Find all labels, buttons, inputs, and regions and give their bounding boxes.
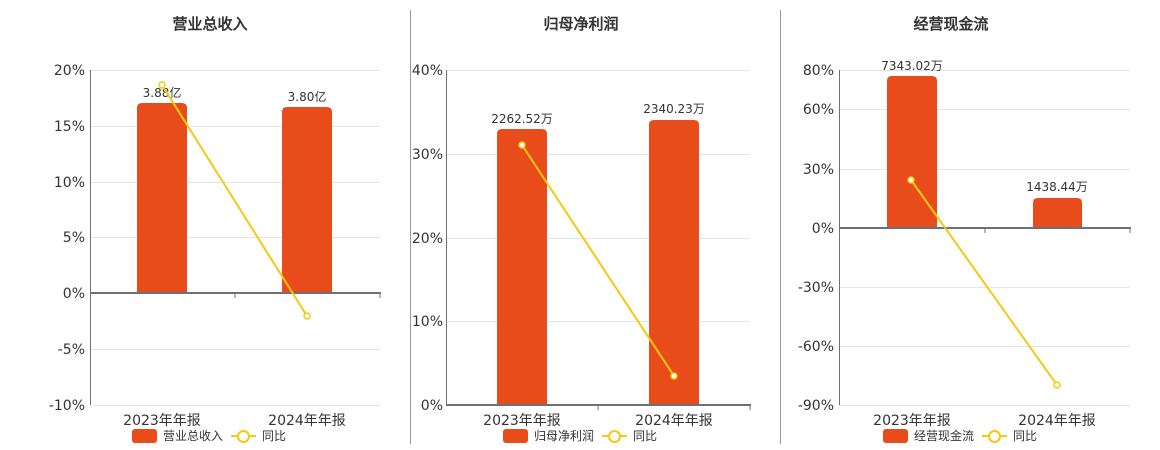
y-tick: 0% xyxy=(421,398,443,414)
x-category: 2023年年报 xyxy=(873,413,951,429)
y-tick: 60% xyxy=(803,102,834,118)
chart-legend: 营业总收入 同比 xyxy=(132,427,286,444)
y-tick: -5% xyxy=(58,342,85,358)
y-tick: 0% xyxy=(63,286,85,302)
chart-plot: 80% 60% 30% 0% -30% -60% -90% 7343.02万 1… xyxy=(798,59,1131,429)
line-legend-marker-icon[interactable] xyxy=(982,429,1008,443)
bar-value-label: 3.88亿 xyxy=(143,85,182,100)
bar-value-label: 2262.52万 xyxy=(491,112,553,126)
bar-value-label: 1438.44万 xyxy=(1026,180,1088,194)
y-tick: -60% xyxy=(798,339,834,355)
chart-panel-net-profit: 归母净利润 40% 30% 20% 10% 0% 2262.52万 2340.2… xyxy=(411,0,781,450)
bar-legend-swatch-icon[interactable] xyxy=(132,428,157,443)
chart-panel-revenue: 营业总收入 20% 15% 10% 5% 0% -5% -10% 3.88亿 3… xyxy=(0,0,410,450)
y-tick: 20% xyxy=(54,63,85,79)
legend-bar-label[interactable]: 归母净利润 xyxy=(534,429,595,443)
legend-yoy-label[interactable]: 同比 xyxy=(1013,429,1038,443)
y-tick: 80% xyxy=(803,63,834,79)
bar-2023 xyxy=(137,103,187,293)
panel-divider xyxy=(410,10,411,444)
y-tick: 10% xyxy=(412,314,443,330)
x-category: 2023年年报 xyxy=(123,413,201,429)
line-legend-marker-icon[interactable] xyxy=(602,429,628,443)
chart-plot: 40% 30% 20% 10% 0% 2262.52万 2340.23万 202… xyxy=(412,63,751,429)
x-category: 2024年年报 xyxy=(268,413,346,429)
panel-divider xyxy=(780,10,781,444)
chart-legend: 归母净利润 同比 xyxy=(503,427,657,444)
bar-legend-swatch-icon[interactable] xyxy=(883,428,908,443)
y-tick: -10% xyxy=(49,398,85,414)
bar-2023 xyxy=(497,129,547,405)
yoy-line xyxy=(161,84,308,317)
legend-yoy-label[interactable]: 同比 xyxy=(262,429,287,443)
line-legend-marker-icon[interactable] xyxy=(231,429,257,443)
bar-2024 xyxy=(649,120,699,405)
bar-2024 xyxy=(282,107,332,293)
bar-value-label: 7343.02万 xyxy=(881,59,943,73)
bar-value-label: 3.80亿 xyxy=(288,89,327,104)
bar-2023 xyxy=(887,76,937,228)
y-tick: 40% xyxy=(412,63,443,79)
y-tick: 15% xyxy=(54,119,85,135)
y-tick: -90% xyxy=(798,398,834,414)
y-tick: 30% xyxy=(803,162,834,178)
bar-2024 xyxy=(1033,198,1082,228)
bar-value-label: 2340.23万 xyxy=(643,102,705,116)
y-tick: 0% xyxy=(812,221,834,237)
legend-yoy-label[interactable]: 同比 xyxy=(633,429,658,443)
y-tick: -30% xyxy=(798,280,834,296)
y-tick: 20% xyxy=(412,231,443,247)
x-category: 2024年年报 xyxy=(1018,413,1096,429)
bar-legend-swatch-icon[interactable] xyxy=(503,428,528,443)
chart-legend: 经营现金流 同比 xyxy=(883,427,1037,444)
legend-bar-label[interactable]: 营业总收入 xyxy=(163,429,224,443)
chart-title: 营业总收入 xyxy=(172,15,248,33)
yoy-line xyxy=(910,179,1058,386)
y-tick: 30% xyxy=(412,147,443,163)
chart-panel-operating-cashflow: 经营现金流 80% 60% 30% 0% -30% -60% -90% 7343… xyxy=(781,0,1160,450)
y-tick: 10% xyxy=(54,175,85,191)
y-tick: 5% xyxy=(63,230,85,246)
yoy-line xyxy=(521,144,675,377)
legend-bar-label[interactable]: 经营现金流 xyxy=(914,429,975,443)
chart-title: 归母净利润 xyxy=(543,15,619,33)
x-category: 2024年年报 xyxy=(635,413,713,429)
x-category: 2023年年报 xyxy=(483,413,561,429)
chart-plot: 20% 15% 10% 5% 0% -5% -10% 3.88亿 3.80亿 2… xyxy=(49,63,381,429)
chart-title: 经营现金流 xyxy=(913,15,989,33)
